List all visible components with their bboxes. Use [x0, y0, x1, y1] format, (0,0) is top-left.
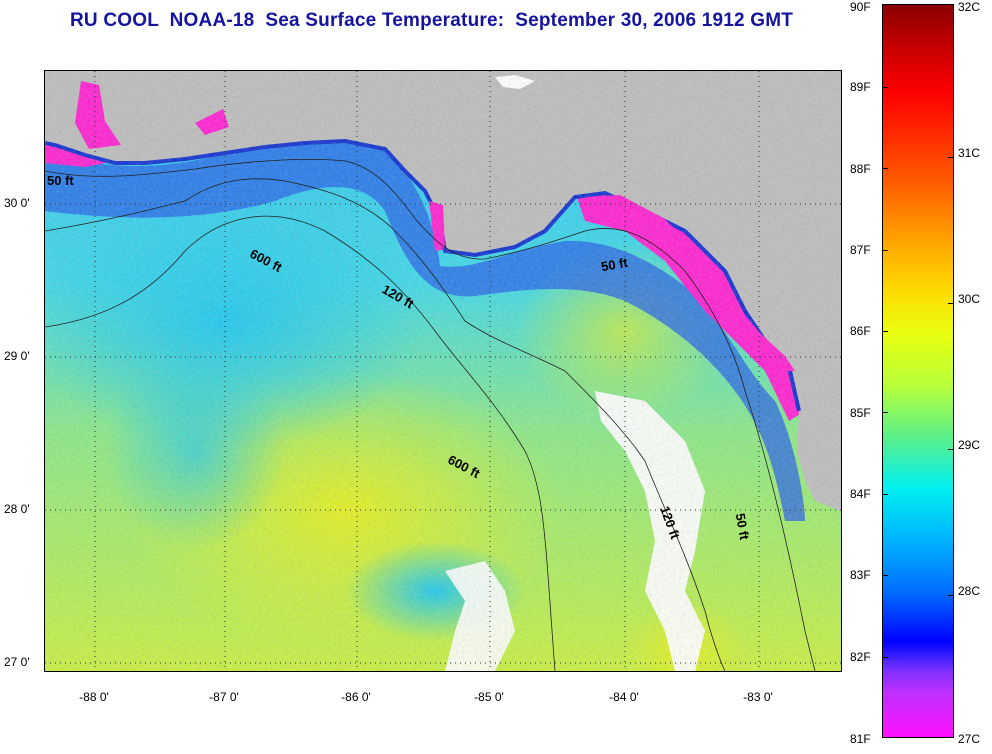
contour-120ft — [45, 178, 726, 671]
colorbar-f-label: 84F — [850, 487, 871, 501]
sst-map: 50 ft 600 ft 120 ft 50 ft 600 ft 120 ft … — [44, 70, 842, 672]
lon-tick-label: -85 0' — [474, 690, 504, 704]
lat-lon-grid — [45, 71, 841, 671]
lat-tick-label: 28 0' — [4, 502, 30, 516]
lon-tick-label: -83 0' — [743, 690, 773, 704]
lat-tick-label: 27 0' — [4, 655, 30, 669]
colorbar-c-label: 27C — [958, 732, 981, 746]
sst-image — [45, 71, 841, 671]
colorbar-f-label: 87F — [850, 243, 871, 257]
colorbar-f-label: 81F — [850, 732, 871, 746]
colorbar-f-label: 86F — [850, 324, 871, 338]
colorbar-f-label: 89F — [850, 80, 871, 94]
colorbar-f-label: 82F — [850, 650, 871, 664]
colorbar-f-label: 88F — [850, 162, 871, 176]
contour-label: 50 ft — [47, 173, 74, 188]
colorbar-c-label: 32C — [958, 0, 981, 14]
colorbar-c-label: 28C — [958, 584, 981, 598]
colorbar-c-label: 29C — [958, 438, 981, 452]
lat-tick-label: 29 0' — [4, 349, 30, 363]
lon-tick-label: -88 0' — [79, 690, 109, 704]
lat-tick-label: 30 0' — [4, 196, 30, 210]
contour-600ft — [45, 215, 556, 671]
map-title: RU COOL NOAA-18 Sea Surface Temperature:… — [70, 10, 794, 31]
lon-tick-label: -84 0' — [609, 690, 639, 704]
colorbar-f-label: 85F — [850, 406, 871, 420]
colorbar-f-label: 90F — [850, 0, 871, 14]
lon-tick-label: -87 0' — [209, 690, 239, 704]
temperature-colorbar — [882, 4, 954, 738]
contour-50ft — [45, 159, 816, 671]
colorbar-c-label: 31C — [958, 146, 981, 160]
lon-tick-label: -86 0' — [341, 690, 371, 704]
colorbar-f-label: 83F — [850, 568, 871, 582]
colorbar-c-label: 30C — [958, 292, 981, 306]
